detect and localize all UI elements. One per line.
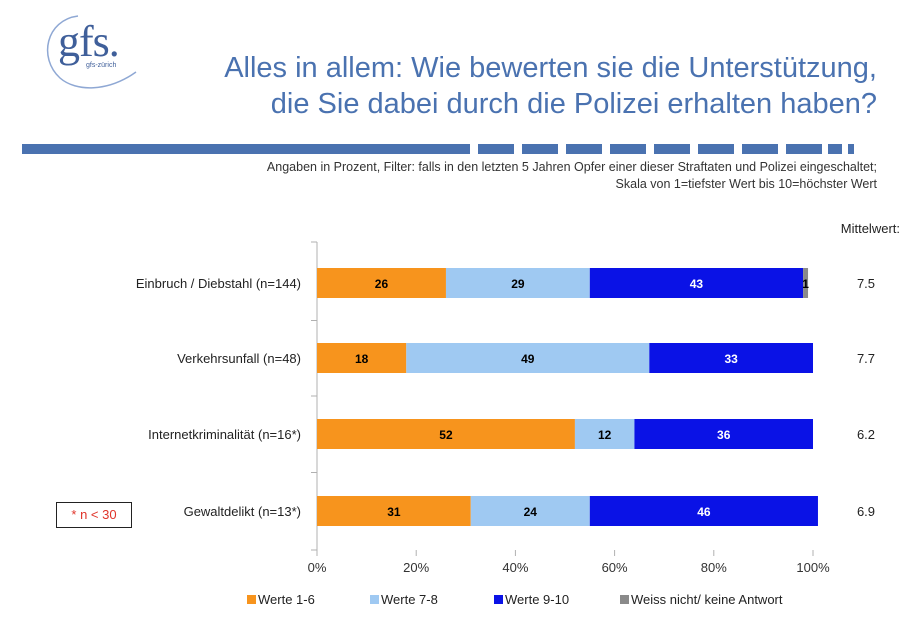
bar-segment [445, 268, 590, 298]
x-tick-label: 100% [796, 560, 830, 575]
subtitle-line-2: Skala von 1=tiefster Wert bis 10=höchste… [615, 177, 877, 191]
data-label: 24 [524, 505, 538, 519]
data-label: 36 [717, 428, 731, 442]
data-label: 49 [521, 352, 535, 366]
category-label: Gewaltdelikt (n=13*) [184, 504, 301, 519]
legend-label: Werte 7-8 [381, 592, 438, 607]
data-label: 46 [697, 505, 711, 519]
legend-label: Weiss nicht/ keine Antwort [631, 592, 783, 607]
subtitle-line-1: Angaben in Prozent, Filter: falls in den… [266, 160, 877, 174]
bar-segment [634, 419, 813, 449]
category-label: Verkehrsunfall (n=48) [177, 351, 301, 366]
data-label: 31 [387, 505, 401, 519]
legend-label: Werte 1-6 [258, 592, 315, 607]
logo-swoosh [46, 15, 137, 89]
bar-segment [649, 343, 813, 373]
category-label: Einbruch / Diebstahl (n=144) [136, 276, 301, 291]
data-label: 43 [690, 277, 704, 291]
x-tick-label: 40% [502, 560, 528, 575]
mean-value: 7.5 [857, 276, 875, 291]
x-tick-label: 60% [602, 560, 628, 575]
data-label: 52 [439, 428, 453, 442]
bar-segment [574, 419, 635, 449]
data-label: 29 [511, 277, 525, 291]
mean-header: Mittelwert: [841, 221, 900, 236]
bar-segment [470, 496, 590, 526]
title-rule [22, 144, 854, 154]
legend-swatch [620, 595, 629, 604]
data-label: 1 [802, 277, 809, 291]
bar-segment [317, 343, 407, 373]
x-tick-label: 0% [308, 560, 327, 575]
mean-value: 7.7 [857, 351, 875, 366]
data-label: 26 [375, 277, 389, 291]
bar-segment [317, 496, 471, 526]
bar-segment [317, 419, 575, 449]
sample-size-note: * n < 30 [56, 502, 132, 528]
gfs-logo [36, 12, 146, 92]
x-tick-label: 20% [403, 560, 429, 575]
bar-segment [589, 496, 818, 526]
legend-swatch [247, 595, 256, 604]
category-label: Internetkriminalität (n=16*) [148, 427, 301, 442]
bar-segment [803, 268, 809, 298]
legend-swatch [370, 595, 379, 604]
bar-segment [317, 268, 446, 298]
data-label: 18 [355, 352, 369, 366]
mean-value: 6.9 [857, 504, 875, 519]
legend-label: Werte 9-10 [505, 592, 569, 607]
data-label: 33 [724, 352, 738, 366]
bar-segment [589, 268, 804, 298]
legend-swatch [494, 595, 503, 604]
mean-value: 6.2 [857, 427, 875, 442]
x-tick-label: 80% [701, 560, 727, 575]
bar-segment [406, 343, 650, 373]
data-label: 12 [598, 428, 612, 442]
page-title-line-1: Alles in allem: Wie bewerten sie die Unt… [224, 52, 877, 84]
logo-wordmark: gfs. [58, 17, 120, 66]
logo-subtext: gfs-zürich [86, 62, 117, 69]
page-title-line-2: die Sie dabei durch die Polizei erhalten… [270, 88, 877, 120]
